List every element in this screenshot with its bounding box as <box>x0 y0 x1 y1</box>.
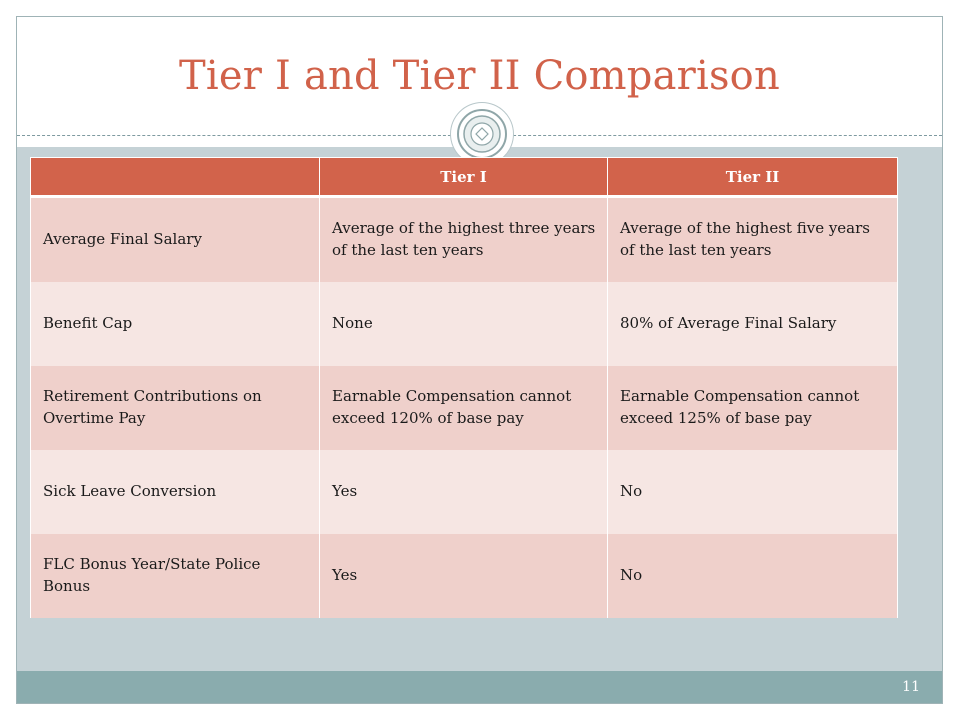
row-label: FLC Bonus Year/State Police Bonus <box>30 534 320 618</box>
tier-1-cell: Earnable Compensation cannot exceed 120%… <box>319 366 608 450</box>
table-row: Sick Leave Conversion Yes No <box>30 450 898 534</box>
table-row: Average Final Salary Average of the high… <box>30 196 898 282</box>
footer-bar: 11 <box>17 671 942 703</box>
header-tier-1: Tier I <box>319 157 608 198</box>
page-number: 11 <box>902 679 920 695</box>
tier-2-cell: 80% of Average Final Salary <box>607 282 898 366</box>
tier-2-cell: Earnable Compensation cannot exceed 125%… <box>607 366 898 450</box>
tier-1-cell: None <box>319 282 608 366</box>
tier-2-cell: No <box>607 534 898 618</box>
tier-2-cell: Average of the highest five years of the… <box>607 196 898 282</box>
tier-1-cell: Yes <box>319 450 608 534</box>
header-tier-2: Tier II <box>607 157 898 198</box>
row-label: Retirement Contributions on Overtime Pay <box>30 366 320 450</box>
slide-title: Tier I and Tier II Comparison <box>179 53 780 99</box>
header-empty <box>30 157 320 198</box>
table-row: Retirement Contributions on Overtime Pay… <box>30 366 898 450</box>
tier-1-cell: Average of the highest three years of th… <box>319 196 608 282</box>
row-label: Benefit Cap <box>30 282 320 366</box>
table-header-row: Tier I Tier II <box>30 157 898 198</box>
table-row: Benefit Cap None 80% of Average Final Sa… <box>30 282 898 366</box>
row-label: Average Final Salary <box>30 196 320 282</box>
tier-2-cell: No <box>607 450 898 534</box>
row-label: Sick Leave Conversion <box>30 450 320 534</box>
organization-seal-icon <box>455 107 509 161</box>
tier-1-cell: Yes <box>319 534 608 618</box>
comparison-table: Tier I Tier II Average Final Salary Aver… <box>30 157 898 618</box>
table-row: FLC Bonus Year/State Police Bonus Yes No <box>30 534 898 618</box>
